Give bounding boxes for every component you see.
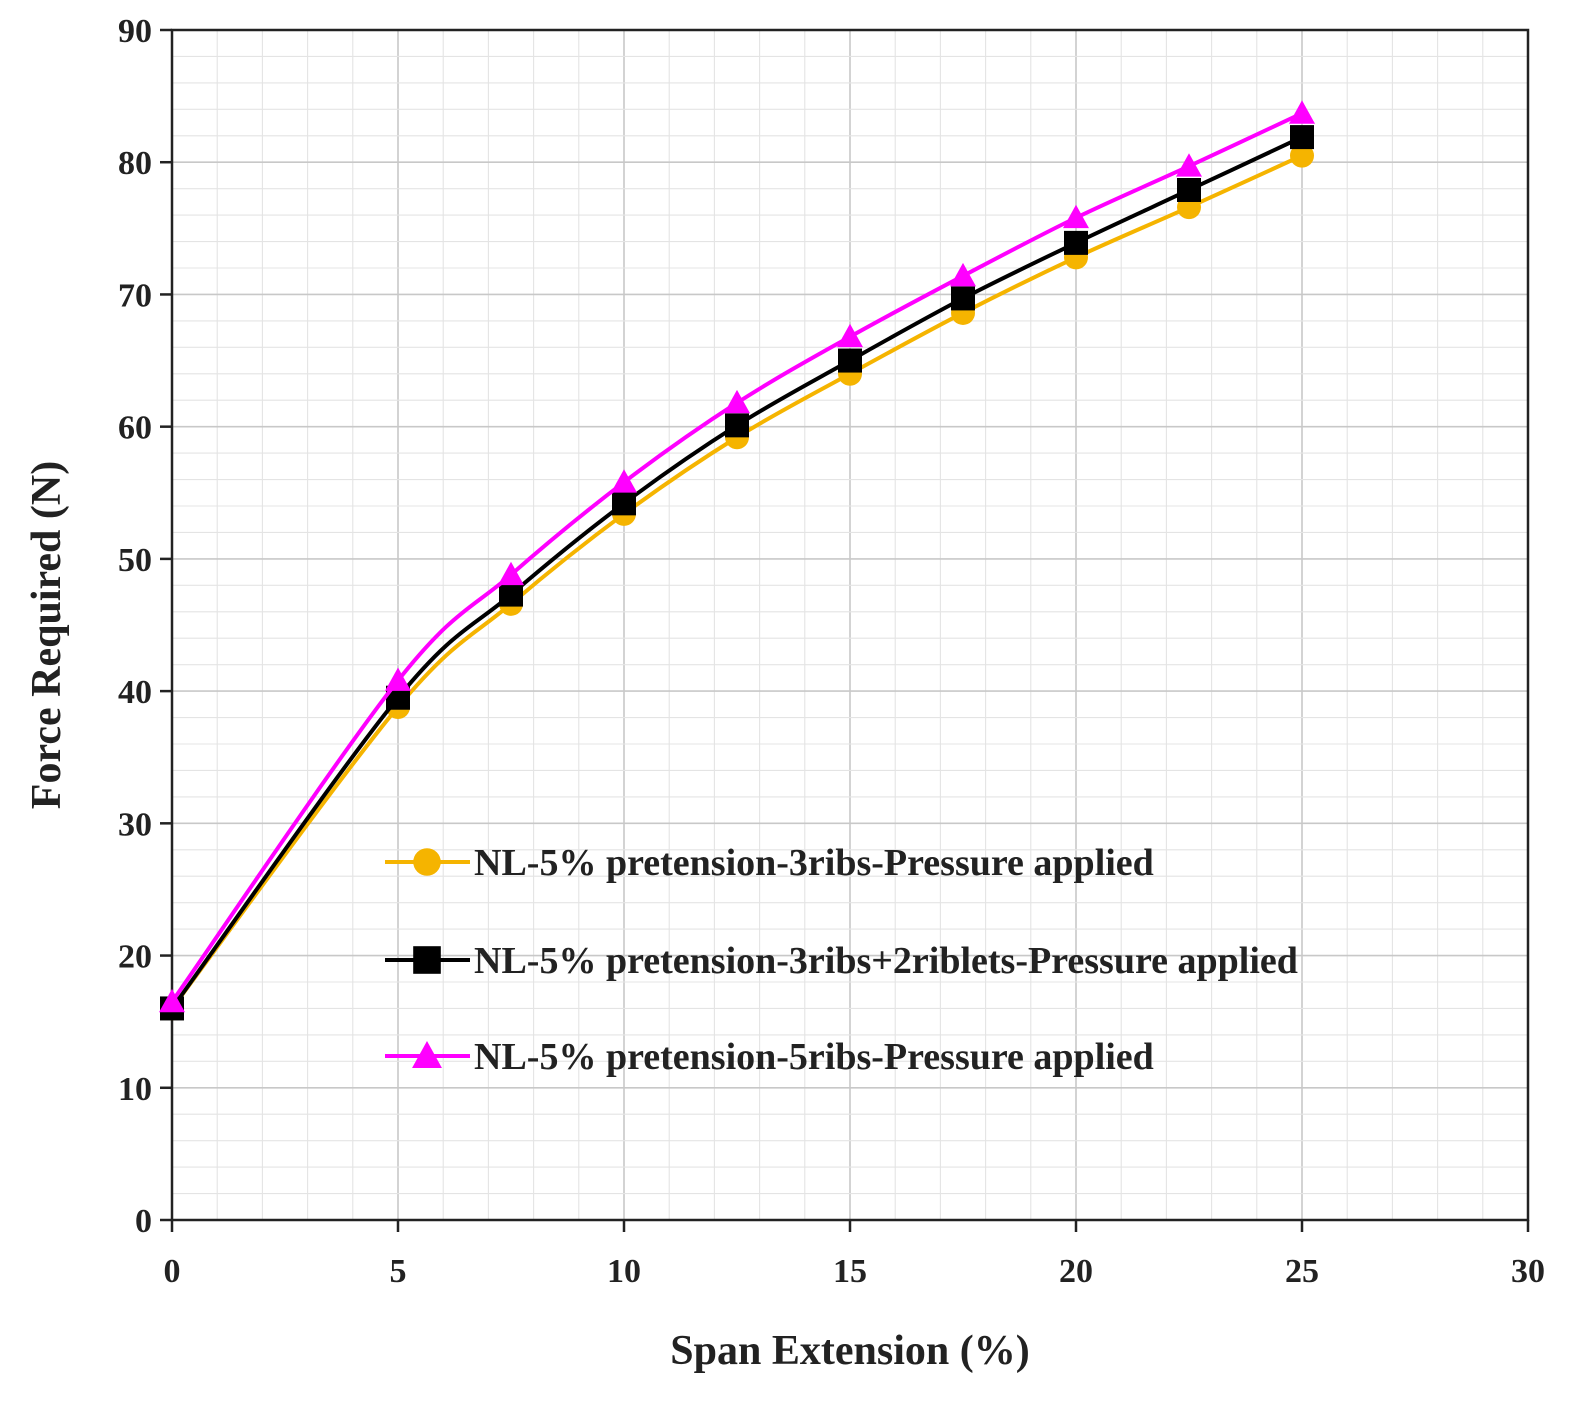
data-point [724,389,750,414]
y-tick-label: 70 [118,277,152,314]
data-point [1290,143,1314,168]
series-2 [160,125,1314,1021]
data-point [1064,230,1088,255]
x-tick-label: 25 [1285,1253,1319,1290]
series-group [159,100,1315,1021]
x-tick-label: 5 [390,1253,407,1290]
series-3 [159,100,1315,1013]
series-1 [160,143,1314,1021]
y-tick-label: 50 [118,542,152,579]
y-tick-label: 80 [118,145,152,182]
legend-marker [413,848,441,876]
y-tick-label: 10 [118,1071,152,1108]
legend: NL-5% pretension-3ribs-Pressure applied N… [385,842,1298,1078]
legend-marker [412,1041,442,1068]
x-tick-label: 20 [1059,1253,1093,1290]
y-tick-label: 60 [118,410,152,447]
legend-item-2: NL-5% pretension-3ribs+2riblets-Pressure… [385,940,1298,982]
axis-ticks: 0 5 10 15 20 25 30 0 10 20 30 40 50 60 70 80 90 [118,13,1545,1290]
grid [171,29,1529,1221]
data-point [837,323,863,348]
y-tick-label: 30 [118,806,152,843]
data-point [838,348,862,373]
data-point [1063,204,1089,229]
x-tick-label: 0 [164,1253,181,1290]
legend-item-3: NL-5% pretension-5ribs-Pressure applied [385,1036,1154,1078]
data-point [498,561,524,586]
data-point [611,469,637,493]
x-tick-label: 10 [607,1253,641,1290]
data-point [612,491,636,516]
data-point [1290,125,1314,150]
y-tick-label: 90 [118,13,152,50]
legend-item-1: NL-5% pretension-3ribs-Pressure applied [385,842,1154,884]
x-tick-label: 30 [1511,1253,1545,1290]
data-point [1177,177,1201,202]
legend-label: NL-5% pretension-3ribs+2riblets-Pressure… [474,940,1298,982]
data-point [499,582,523,607]
legend-marker [413,946,441,974]
data-point [725,413,749,438]
y-tick-label: 40 [118,674,152,711]
data-point [950,262,976,287]
x-axis-title: Span Extension (%) [670,1328,1029,1374]
data-point [1176,153,1202,177]
y-axis-title: Force Required (N) [24,461,70,809]
data-point [951,286,975,311]
legend-label: NL-5% pretension-5ribs-Pressure applied [474,1036,1154,1078]
y-tick-label: 0 [135,1203,152,1240]
x-tick-label: 15 [833,1253,867,1290]
legend-label: NL-5% pretension-3ribs-Pressure applied [474,842,1154,884]
data-point [1289,100,1315,124]
data-point [159,988,185,1013]
data-point [385,667,411,691]
y-tick-label: 20 [118,939,152,976]
